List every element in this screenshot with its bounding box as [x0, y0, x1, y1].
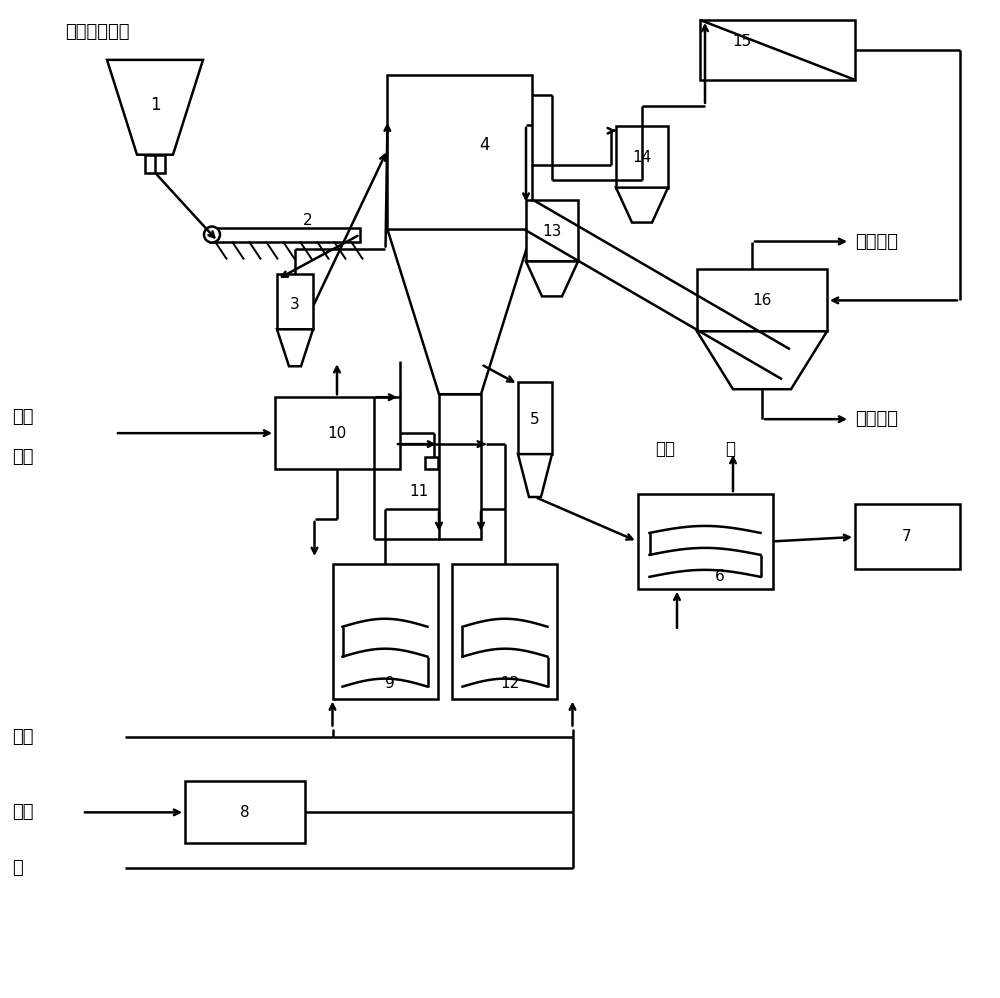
Text: 反应: 反应 [12, 408, 34, 426]
Text: 16: 16 [752, 292, 772, 308]
Polygon shape [697, 331, 827, 389]
Text: 9: 9 [385, 676, 395, 692]
Bar [332, 564, 438, 699]
Polygon shape [387, 230, 532, 394]
Text: 10: 10 [327, 425, 347, 441]
Polygon shape [107, 60, 203, 155]
Text: 13: 13 [542, 224, 562, 240]
Bar [526, 200, 578, 261]
Bar [185, 781, 305, 843]
Bar [616, 126, 668, 188]
Polygon shape [616, 188, 668, 223]
Text: 12: 12 [500, 676, 520, 692]
Bar [387, 75, 532, 230]
Text: 载气: 载气 [12, 728, 34, 746]
Bar [855, 504, 960, 569]
Text: 盐酸溶液: 盐酸溶液 [855, 410, 898, 428]
Text: 原料: 原料 [12, 448, 34, 466]
Bar [452, 564, 557, 699]
Bar [439, 394, 481, 539]
Text: 2: 2 [303, 213, 312, 229]
Text: 煤气: 煤气 [12, 803, 34, 821]
Bar [275, 397, 400, 469]
Text: 11: 11 [409, 483, 429, 499]
Text: 4: 4 [480, 136, 490, 154]
Text: 蒸汽: 蒸汽 [655, 440, 675, 458]
Text: 废气排放: 废气排放 [855, 233, 898, 250]
Bar [518, 382, 552, 454]
Text: 3: 3 [290, 296, 300, 312]
Bar [145, 155, 165, 173]
Polygon shape [526, 261, 578, 296]
Bar [700, 20, 855, 80]
Bar [277, 274, 313, 329]
Circle shape [204, 227, 220, 243]
Bar [425, 457, 438, 469]
Text: 15: 15 [732, 34, 752, 50]
Text: 7: 7 [902, 529, 912, 545]
Polygon shape [518, 454, 552, 497]
Text: 8: 8 [240, 804, 250, 820]
Text: 14: 14 [632, 150, 652, 166]
Text: 水: 水 [12, 859, 23, 877]
Bar [638, 494, 772, 589]
Bar [210, 228, 360, 242]
Text: 6: 6 [715, 569, 725, 585]
Bar [697, 269, 827, 331]
Text: 1: 1 [150, 96, 160, 114]
Text: 水: 水 [725, 440, 735, 458]
Text: 5: 5 [530, 411, 540, 427]
Polygon shape [277, 329, 313, 366]
Text: 正极材料粉体: 正极材料粉体 [65, 23, 130, 41]
